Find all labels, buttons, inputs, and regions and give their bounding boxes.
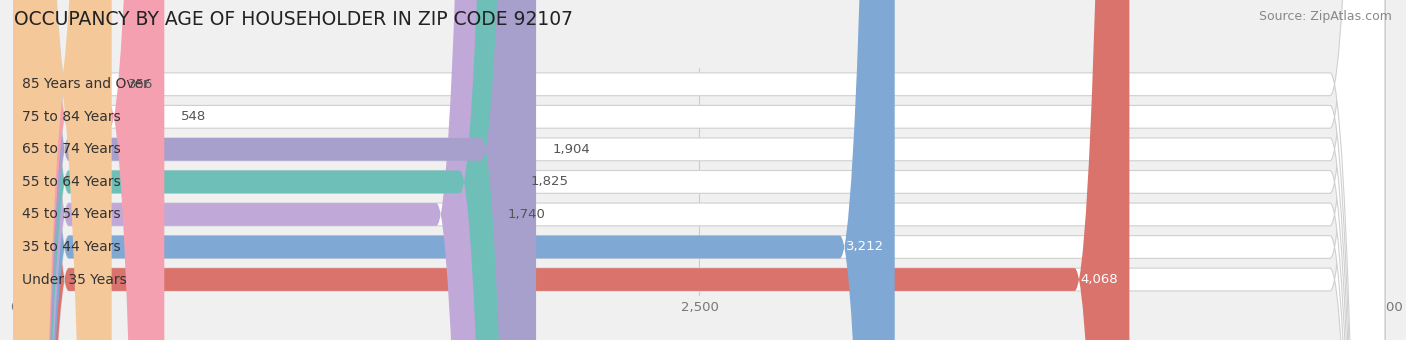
Text: 548: 548 [181, 110, 207, 123]
Text: 45 to 54 Years: 45 to 54 Years [22, 207, 121, 221]
FancyBboxPatch shape [14, 0, 491, 340]
FancyBboxPatch shape [14, 0, 1385, 340]
FancyBboxPatch shape [14, 0, 165, 340]
FancyBboxPatch shape [14, 0, 111, 340]
FancyBboxPatch shape [14, 0, 1385, 340]
Text: 1,825: 1,825 [531, 175, 569, 188]
Text: 356: 356 [128, 78, 153, 91]
Text: OCCUPANCY BY AGE OF HOUSEHOLDER IN ZIP CODE 92107: OCCUPANCY BY AGE OF HOUSEHOLDER IN ZIP C… [14, 10, 574, 29]
Text: 3,212: 3,212 [845, 240, 884, 254]
FancyBboxPatch shape [14, 0, 1385, 340]
FancyBboxPatch shape [14, 0, 1385, 340]
Text: 75 to 84 Years: 75 to 84 Years [22, 110, 121, 124]
FancyBboxPatch shape [14, 0, 1385, 340]
FancyBboxPatch shape [14, 0, 1129, 340]
Text: 4,068: 4,068 [1081, 273, 1118, 286]
FancyBboxPatch shape [14, 0, 536, 340]
Text: 35 to 44 Years: 35 to 44 Years [22, 240, 121, 254]
Text: 55 to 64 Years: 55 to 64 Years [22, 175, 121, 189]
Text: Source: ZipAtlas.com: Source: ZipAtlas.com [1258, 10, 1392, 23]
Text: 1,904: 1,904 [553, 143, 591, 156]
Text: 1,740: 1,740 [508, 208, 546, 221]
Text: 65 to 74 Years: 65 to 74 Years [22, 142, 121, 156]
FancyBboxPatch shape [14, 0, 1385, 340]
FancyBboxPatch shape [14, 0, 515, 340]
FancyBboxPatch shape [14, 0, 1385, 340]
FancyBboxPatch shape [14, 0, 894, 340]
Text: Under 35 Years: Under 35 Years [22, 273, 127, 287]
Text: 85 Years and Over: 85 Years and Over [22, 77, 149, 91]
